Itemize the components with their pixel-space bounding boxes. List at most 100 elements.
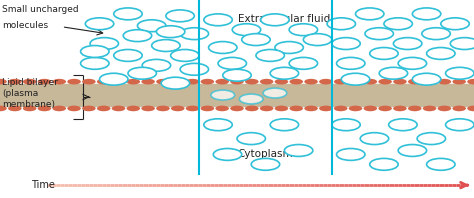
Circle shape [81, 46, 109, 57]
Circle shape [204, 119, 232, 131]
Circle shape [245, 79, 259, 85]
Circle shape [378, 79, 392, 85]
Circle shape [180, 28, 209, 40]
Circle shape [112, 106, 125, 111]
Circle shape [223, 69, 251, 81]
Circle shape [270, 119, 299, 131]
Circle shape [230, 106, 244, 111]
Circle shape [261, 14, 289, 26]
Circle shape [237, 133, 265, 145]
Circle shape [393, 106, 407, 111]
Circle shape [289, 24, 318, 36]
Circle shape [274, 106, 288, 111]
Circle shape [441, 18, 469, 30]
Circle shape [186, 106, 200, 111]
Circle shape [284, 145, 313, 156]
Circle shape [450, 38, 474, 50]
Circle shape [274, 79, 288, 85]
Circle shape [239, 94, 263, 104]
Circle shape [446, 67, 474, 79]
Circle shape [81, 57, 109, 69]
Circle shape [427, 48, 455, 59]
Circle shape [127, 106, 140, 111]
Circle shape [334, 106, 347, 111]
Circle shape [97, 79, 110, 85]
Circle shape [186, 79, 200, 85]
Circle shape [201, 106, 214, 111]
Circle shape [412, 73, 441, 85]
Circle shape [423, 106, 437, 111]
Circle shape [438, 79, 451, 85]
Text: Small uncharged: Small uncharged [2, 5, 79, 14]
Circle shape [422, 28, 450, 40]
Circle shape [290, 79, 303, 85]
Circle shape [319, 79, 333, 85]
Circle shape [232, 24, 261, 36]
Circle shape [349, 106, 362, 111]
Circle shape [85, 18, 114, 30]
Circle shape [53, 79, 66, 85]
Circle shape [82, 106, 96, 111]
Text: Time: Time [31, 180, 55, 190]
Circle shape [270, 67, 299, 79]
Circle shape [152, 40, 180, 51]
Circle shape [332, 38, 360, 50]
Circle shape [23, 79, 36, 85]
Circle shape [438, 106, 451, 111]
Circle shape [370, 48, 398, 59]
Circle shape [251, 158, 280, 170]
Circle shape [452, 79, 466, 85]
Circle shape [142, 59, 171, 71]
Circle shape [0, 79, 7, 85]
Circle shape [201, 79, 214, 85]
Circle shape [123, 30, 152, 42]
Circle shape [8, 106, 22, 111]
Circle shape [398, 57, 427, 69]
Circle shape [260, 79, 273, 85]
Circle shape [230, 79, 244, 85]
Circle shape [171, 50, 199, 61]
Circle shape [412, 8, 441, 20]
Circle shape [389, 119, 417, 131]
Circle shape [370, 158, 398, 170]
Text: Lipid bilayer
(plasma
membrane): Lipid bilayer (plasma membrane) [2, 78, 58, 109]
Circle shape [393, 38, 422, 50]
Circle shape [417, 133, 446, 145]
Text: Extracellular fluid: Extracellular fluid [238, 14, 330, 24]
Circle shape [423, 79, 437, 85]
Circle shape [127, 79, 140, 85]
Circle shape [337, 148, 365, 160]
Circle shape [256, 50, 284, 61]
Circle shape [156, 106, 170, 111]
Text: Cytoplasm: Cytoplasm [237, 149, 293, 159]
Circle shape [341, 73, 370, 85]
Bar [0, 84, 474, 106]
Circle shape [114, 8, 142, 20]
Circle shape [398, 145, 427, 156]
Circle shape [204, 14, 232, 26]
Circle shape [334, 79, 347, 85]
Circle shape [408, 79, 421, 85]
Circle shape [90, 38, 118, 50]
Circle shape [166, 10, 194, 22]
Circle shape [242, 34, 270, 46]
Circle shape [408, 106, 421, 111]
Circle shape [263, 88, 287, 98]
Circle shape [114, 50, 142, 61]
Circle shape [393, 79, 407, 85]
Circle shape [356, 8, 384, 20]
Circle shape [156, 79, 170, 85]
Circle shape [365, 28, 393, 40]
Circle shape [446, 119, 474, 131]
Circle shape [303, 34, 332, 46]
Circle shape [304, 79, 318, 85]
Circle shape [427, 158, 455, 170]
Circle shape [67, 79, 81, 85]
Circle shape [141, 79, 155, 85]
Circle shape [289, 57, 318, 69]
Circle shape [112, 79, 125, 85]
Circle shape [211, 90, 235, 100]
Circle shape [97, 106, 110, 111]
Circle shape [171, 79, 184, 85]
Circle shape [37, 106, 51, 111]
